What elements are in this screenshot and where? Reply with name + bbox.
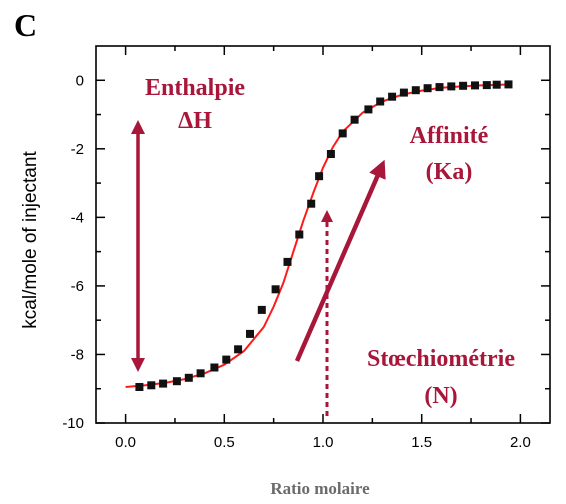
x-tick-label: 0.0	[115, 434, 136, 451]
data-point	[135, 383, 144, 391]
data-point	[147, 381, 156, 390]
y-tick-label: -8	[71, 346, 84, 363]
data-point	[271, 285, 280, 294]
data-point	[159, 379, 168, 388]
y-tick-label: -4	[71, 209, 84, 226]
data-point	[471, 81, 479, 90]
affinity-arrow	[294, 159, 386, 362]
data-point	[222, 355, 231, 364]
data-point	[399, 88, 408, 97]
data-point	[210, 363, 219, 372]
annotation-ka: (Ka)	[426, 159, 473, 185]
data-point	[504, 80, 513, 89]
data-point	[492, 80, 501, 89]
data-point	[283, 257, 292, 266]
data-point	[364, 105, 373, 114]
annotation-affinite: Affinité	[410, 123, 489, 149]
annotation-stoechiometrie: Stœchiométrie	[367, 346, 515, 372]
y-tick-label: -2	[71, 141, 84, 158]
x-tick-label: 2.0	[510, 434, 531, 451]
data-point	[411, 86, 420, 95]
data-point	[295, 230, 304, 239]
data-point	[435, 83, 444, 92]
data-point	[388, 92, 397, 101]
y-tick-label: -6	[71, 278, 84, 295]
annotation-delta-h: ΔH	[178, 108, 212, 134]
y-tick-label: -10	[62, 415, 84, 432]
x-tick-label: 0.5	[214, 434, 235, 451]
annotation-n: (N)	[424, 383, 457, 409]
data-point	[307, 199, 316, 208]
data-point	[447, 82, 456, 91]
data-point	[246, 329, 254, 338]
y-axis-label: kcal/mole of injectant	[20, 151, 41, 329]
data-point	[315, 172, 324, 181]
data-markers-layer	[135, 80, 513, 391]
data-point	[423, 84, 432, 93]
data-point	[234, 345, 243, 354]
data-point	[196, 369, 205, 378]
x-tick-label: 1.5	[411, 434, 432, 451]
x-tick-label: 1.0	[313, 434, 334, 451]
data-point	[338, 129, 347, 138]
y-tick-labels: 0 -2 -4 -6 -8 -10	[62, 72, 84, 432]
data-point	[459, 81, 468, 90]
axis-ticks	[96, 46, 550, 424]
x-axis-label: Ratio molaire	[270, 479, 370, 498]
data-point	[172, 377, 181, 386]
panel-letter: C	[14, 7, 37, 43]
x-tick-labels: 0.0 0.5 1.0 1.5 2.0	[115, 434, 531, 451]
data-point	[482, 81, 491, 90]
data-point	[326, 150, 335, 158]
data-point	[257, 305, 266, 314]
data-point	[184, 373, 193, 382]
data-point	[350, 115, 359, 124]
data-point	[376, 97, 385, 106]
annotation-enthalpie: Enthalpie	[145, 75, 245, 101]
y-tick-label: 0	[76, 72, 84, 89]
